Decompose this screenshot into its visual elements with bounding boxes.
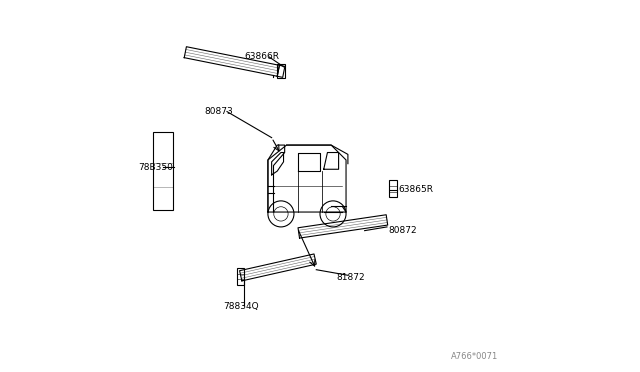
Bar xyxy=(237,268,244,285)
Bar xyxy=(152,132,173,210)
Text: 80872: 80872 xyxy=(388,226,417,235)
Text: 80873: 80873 xyxy=(205,107,234,116)
Text: 78834Q: 78834Q xyxy=(223,302,259,311)
Text: A766*0071: A766*0071 xyxy=(451,352,499,361)
Text: 81872: 81872 xyxy=(337,273,365,282)
Bar xyxy=(277,64,285,78)
Text: 78B350: 78B350 xyxy=(138,163,173,172)
Bar xyxy=(389,180,397,197)
Text: 63865R: 63865R xyxy=(399,185,434,194)
Text: 63866R: 63866R xyxy=(245,52,280,61)
